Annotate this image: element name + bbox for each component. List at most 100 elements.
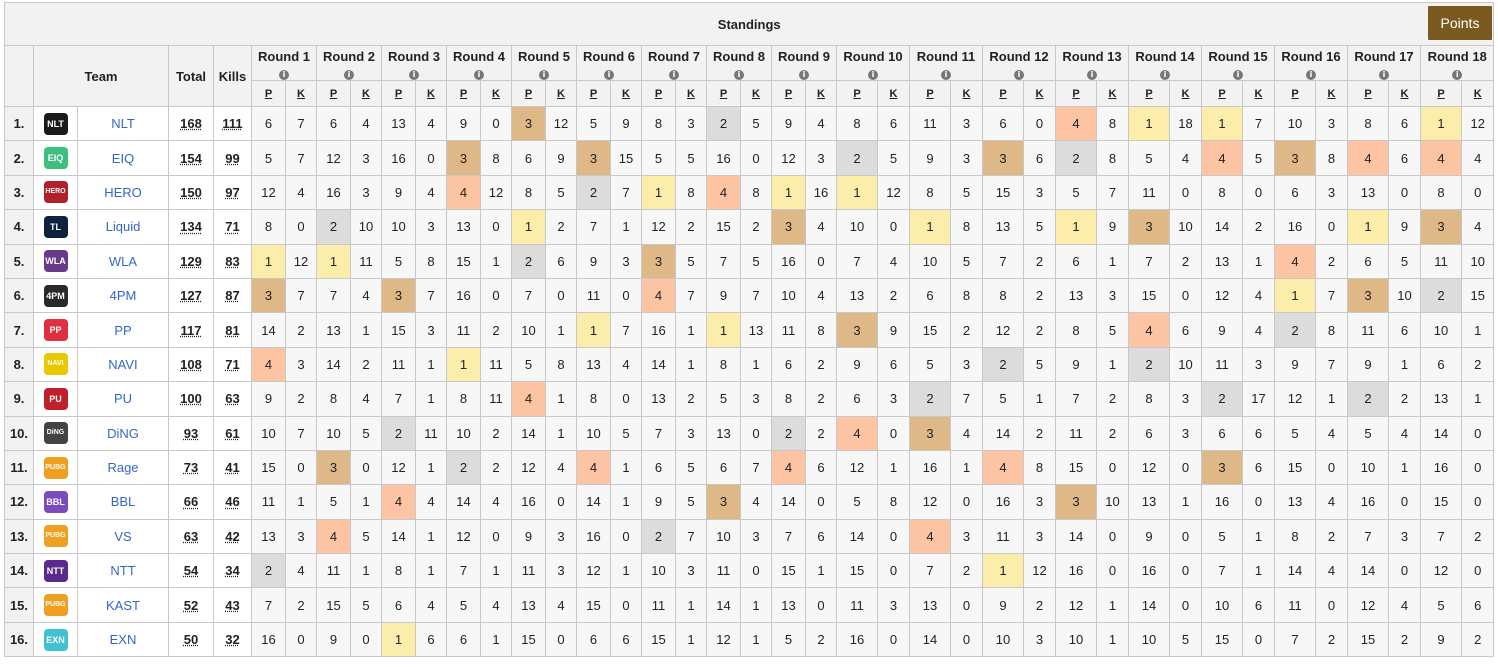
- round-kills-cell: 7: [740, 277, 772, 314]
- total-kills-cell[interactable]: 97: [213, 174, 252, 211]
- total-kills-cell[interactable]: 71: [213, 346, 252, 383]
- total-kills-cell[interactable]: 61: [213, 415, 252, 451]
- total-points-cell[interactable]: 168: [168, 105, 214, 142]
- total-points-cell[interactable]: 54: [168, 553, 214, 589]
- total-points-cell[interactable]: 150: [168, 174, 214, 211]
- total-points-cell[interactable]: 129: [168, 243, 214, 279]
- round-kills-cell: 1: [1096, 346, 1129, 383]
- info-icon[interactable]: i: [1452, 69, 1463, 80]
- total-kills-cell[interactable]: 81: [213, 312, 252, 348]
- team-name-link[interactable]: 4PM: [77, 277, 169, 314]
- total-points-cell[interactable]: 154: [168, 140, 214, 176]
- team-name-link[interactable]: HERO: [77, 174, 169, 211]
- team-name-link[interactable]: Rage: [77, 449, 169, 486]
- team-name-link[interactable]: NLT: [77, 105, 169, 142]
- info-icon[interactable]: i: [868, 69, 878, 80]
- rank-cell: 8.: [4, 346, 34, 383]
- round-kills-cell: 2: [1460, 518, 1495, 555]
- team-logo-icon[interactable]: 4PM: [43, 284, 68, 307]
- info-icon[interactable]: i: [539, 69, 549, 80]
- total-kills-cell[interactable]: 87: [213, 277, 252, 314]
- info-icon[interactable]: i: [669, 69, 679, 80]
- team-name-link[interactable]: BBL: [77, 484, 169, 520]
- team-name-link[interactable]: EXN: [77, 621, 169, 658]
- team-logo-icon[interactable]: PP: [43, 319, 68, 342]
- info-icon[interactable]: i: [1233, 69, 1243, 80]
- info-icon[interactable]: i: [1160, 69, 1170, 80]
- team-name-link[interactable]: PP: [77, 312, 169, 348]
- total-points-cell[interactable]: 66: [168, 484, 214, 520]
- info-icon[interactable]: i: [799, 69, 809, 80]
- info-icon[interactable]: i: [474, 69, 484, 80]
- total-points-cell[interactable]: 117: [168, 312, 214, 348]
- team-logo-icon[interactable]: NAVI: [43, 353, 68, 376]
- team-name-link[interactable]: NTT: [77, 553, 169, 589]
- team-logo-icon[interactable]: NLT: [43, 112, 68, 135]
- team-logo-icon[interactable]: NTT: [43, 559, 68, 582]
- info-icon[interactable]: i: [941, 69, 951, 80]
- team-name-link[interactable]: KAST: [77, 587, 169, 623]
- placement-cell: 11: [576, 277, 611, 314]
- info-icon[interactable]: i: [734, 69, 744, 80]
- total-points-cell[interactable]: 52: [168, 587, 214, 623]
- total-kills-cell[interactable]: 83: [213, 243, 252, 279]
- info-icon[interactable]: i: [409, 69, 419, 80]
- team-name-link[interactable]: DiNG: [77, 415, 169, 451]
- total-points-cell[interactable]: 127: [168, 277, 214, 314]
- info-icon[interactable]: i: [1306, 69, 1316, 80]
- team-logo-icon[interactable]: WLA: [43, 250, 68, 273]
- info-icon[interactable]: i: [604, 69, 614, 80]
- points-button[interactable]: Points: [1428, 6, 1492, 40]
- total-kills-cell[interactable]: 41: [213, 449, 252, 486]
- team-name-link[interactable]: VS: [77, 518, 169, 555]
- team-logo-icon[interactable]: BBL: [43, 490, 68, 513]
- placement-cell: 15: [1420, 484, 1462, 520]
- placement-cell: 2: [836, 140, 878, 176]
- total-points-cell[interactable]: 63: [168, 518, 214, 555]
- total-kills-cell[interactable]: 42: [213, 518, 252, 555]
- team-name-link[interactable]: EIQ: [77, 140, 169, 176]
- placement-cell: 16: [706, 140, 741, 176]
- total-kills-cell[interactable]: 46: [213, 484, 252, 520]
- total-kills-cell[interactable]: 32: [213, 621, 252, 658]
- placement-cell: 8: [706, 346, 741, 383]
- team-logo-icon[interactable]: DiNG: [43, 422, 68, 445]
- total-kills-cell[interactable]: 99: [213, 140, 252, 176]
- total-points-cell[interactable]: 108: [168, 346, 214, 383]
- kills-header-cell: K: [1169, 80, 1202, 107]
- team-logo-icon[interactable]: TL: [43, 215, 68, 238]
- total-points-cell[interactable]: 93: [168, 415, 214, 451]
- total-points-cell[interactable]: 73: [168, 449, 214, 486]
- team-name-link[interactable]: Liquid: [77, 209, 169, 245]
- team-logo-icon[interactable]: EXN: [43, 628, 68, 651]
- total-kills-cell[interactable]: 43: [213, 587, 252, 623]
- info-icon[interactable]: i: [279, 69, 289, 80]
- team-logo-icon[interactable]: PUBG: [43, 525, 68, 548]
- info-icon[interactable]: i: [344, 69, 354, 80]
- round-kills-cell: 3: [950, 140, 983, 176]
- total-kills-cell[interactable]: 63: [213, 381, 252, 417]
- team-logo-icon[interactable]: EIQ: [43, 147, 68, 170]
- team-logo-icon[interactable]: HERO: [43, 181, 68, 204]
- team-name-link[interactable]: PU: [77, 381, 169, 417]
- total-points-cell[interactable]: 134: [168, 209, 214, 245]
- round-kills-cell: 0: [285, 621, 317, 658]
- total-points-cell[interactable]: 50: [168, 621, 214, 658]
- round-kills-cell: 8: [740, 174, 772, 211]
- info-icon[interactable]: i: [1379, 69, 1389, 80]
- total-kills-cell[interactable]: 34: [213, 553, 252, 589]
- team-logo-icon[interactable]: PUBG: [43, 594, 68, 617]
- table-row: 5. WLA WLA 129 83 1 12 1 11 5 8 15 1 2 6 9 3 3 5 7 5 16 0 7 4 10 5…: [4, 243, 1495, 279]
- total-kills-cell[interactable]: 111: [213, 105, 252, 142]
- team-logo-icon[interactable]: PU: [43, 387, 68, 410]
- team-logo-icon[interactable]: PUBG: [43, 456, 68, 479]
- total-points-cell[interactable]: 100: [168, 381, 214, 417]
- info-icon[interactable]: i: [1014, 69, 1024, 80]
- total-kills-cell[interactable]: 71: [213, 209, 252, 245]
- placement-cell: 7: [576, 209, 611, 245]
- team-name-link[interactable]: WLA: [77, 243, 169, 279]
- round-kills-cell: 12: [1023, 553, 1056, 589]
- info-icon[interactable]: i: [1087, 69, 1097, 80]
- placement-cell: 6: [1274, 174, 1316, 211]
- team-name-link[interactable]: NAVI: [77, 346, 169, 383]
